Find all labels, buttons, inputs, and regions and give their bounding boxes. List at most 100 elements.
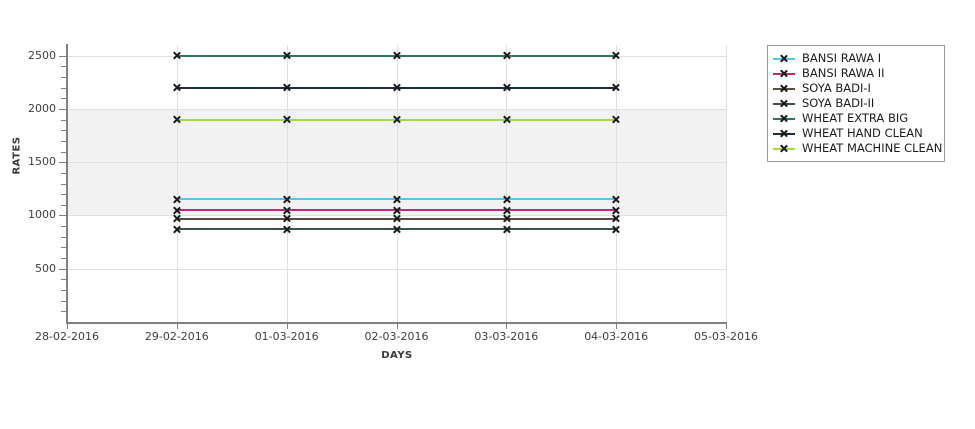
x-tick-label: 02-03-2016 xyxy=(364,330,429,343)
legend-item-label: BANSI RAWA I xyxy=(802,51,882,65)
y-tick-major xyxy=(59,108,67,110)
legend-swatch-icon xyxy=(773,127,795,140)
legend-swatch-icon xyxy=(773,67,795,80)
data-point-marker xyxy=(612,115,621,124)
y-tick-minor xyxy=(61,290,67,292)
legend-swatch-icon xyxy=(773,52,795,65)
x-axis-title: DAYS xyxy=(381,350,413,361)
gridline-vertical xyxy=(396,45,398,322)
gridline-vertical xyxy=(176,45,178,322)
y-tick-major xyxy=(59,215,67,217)
x-tick-label: 03-03-2016 xyxy=(474,330,539,343)
y-tick-label: 2500 xyxy=(28,48,56,62)
data-point-marker xyxy=(282,83,291,92)
data-point-marker xyxy=(172,214,181,223)
y-axis-line xyxy=(66,44,68,323)
data-point-marker xyxy=(172,195,181,204)
y-tick-minor xyxy=(61,119,67,121)
y-tick-label: 1000 xyxy=(28,208,56,222)
data-point-marker xyxy=(172,225,181,234)
legend-item-label: SOYA BADI-I xyxy=(802,81,871,95)
data-point-marker xyxy=(392,214,401,223)
y-tick-minor xyxy=(61,151,67,153)
legend-item[interactable]: WHEAT HAND CLEAN xyxy=(773,126,937,141)
data-point-marker xyxy=(282,214,291,223)
data-point-marker xyxy=(612,225,621,234)
data-point-marker xyxy=(502,83,511,92)
y-tick-minor xyxy=(61,87,67,89)
x-tick-label: 28-02-2016 xyxy=(35,330,99,343)
y-tick-minor xyxy=(61,258,67,260)
y-tick-minor xyxy=(61,236,67,238)
legend-swatch-icon xyxy=(773,112,795,125)
x-tick-label: 05-03-2016 xyxy=(694,330,758,343)
legend-item-label: WHEAT HAND CLEAN xyxy=(802,126,923,140)
x-tick-label: 01-03-2016 xyxy=(254,330,319,343)
gridline-vertical xyxy=(506,45,508,322)
x-tick xyxy=(67,323,68,329)
y-tick-minor xyxy=(61,76,67,78)
legend-swatch-icon xyxy=(773,142,795,155)
data-point-marker xyxy=(502,51,511,60)
chart-legend: BANSI RAWA I BANSI RAWA II SOYA BADI-I SOYA… xyxy=(767,45,945,162)
data-point-marker xyxy=(282,51,291,60)
x-tick xyxy=(506,323,508,329)
y-tick-minor xyxy=(61,247,67,249)
y-tick-minor xyxy=(61,226,67,228)
plot-area xyxy=(67,45,727,322)
legend-item-label: BANSI RAWA II xyxy=(802,66,885,80)
data-point-marker xyxy=(502,214,511,223)
data-point-marker xyxy=(172,51,181,60)
gridline-vertical xyxy=(726,45,727,322)
gridline-vertical xyxy=(616,45,618,322)
y-tick-minor xyxy=(61,130,67,132)
legend-item[interactable]: BANSI RAWA I xyxy=(773,51,937,66)
y-tick-minor xyxy=(61,204,67,206)
y-tick-minor xyxy=(61,172,67,174)
y-tick-minor xyxy=(61,140,67,142)
legend-item-label: SOYA BADI-II xyxy=(802,96,875,110)
data-point-marker xyxy=(282,195,291,204)
x-tick xyxy=(396,323,398,329)
y-tick-minor xyxy=(61,183,67,185)
gridline-vertical xyxy=(286,45,288,322)
y-tick-minor xyxy=(61,300,67,302)
x-tick xyxy=(616,323,618,329)
x-tick-label: 29-02-2016 xyxy=(144,330,209,343)
legend-item[interactable]: SOYA BADI-I xyxy=(773,81,937,96)
legend-item[interactable]: WHEAT EXTRA BIG xyxy=(773,111,937,126)
data-point-marker xyxy=(612,195,621,204)
data-point-marker xyxy=(392,195,401,204)
data-point-marker xyxy=(282,225,291,234)
y-tick-minor xyxy=(61,98,67,100)
data-point-marker xyxy=(392,115,401,124)
x-tick xyxy=(176,323,178,329)
y-tick-minor xyxy=(61,66,67,68)
y-tick-minor xyxy=(61,279,67,281)
data-point-marker xyxy=(392,51,401,60)
data-point-marker xyxy=(612,83,621,92)
y-tick-minor xyxy=(61,194,67,196)
legend-item-label: WHEAT EXTRA BIG xyxy=(802,111,909,125)
data-point-marker xyxy=(612,51,621,60)
legend-item[interactable]: SOYA BADI-II xyxy=(773,96,937,111)
y-tick-major xyxy=(59,268,67,270)
y-tick-major xyxy=(59,55,67,57)
data-point-marker xyxy=(172,115,181,124)
y-tick-label: 1500 xyxy=(28,155,56,169)
x-tick xyxy=(726,323,727,329)
y-tick-major xyxy=(59,162,67,164)
legend-item[interactable]: WHEAT MACHINE CLEAN xyxy=(773,141,942,156)
legend-item[interactable]: BANSI RAWA II xyxy=(773,66,937,81)
data-point-marker xyxy=(392,225,401,234)
legend-swatch-icon xyxy=(773,82,795,95)
data-point-marker xyxy=(612,214,621,223)
data-point-marker xyxy=(392,83,401,92)
x-tick xyxy=(286,323,288,329)
legend-swatch-icon xyxy=(773,97,795,110)
y-tick-minor xyxy=(61,311,67,313)
data-point-marker xyxy=(172,83,181,92)
data-point-marker xyxy=(502,195,511,204)
data-point-marker xyxy=(502,115,511,124)
